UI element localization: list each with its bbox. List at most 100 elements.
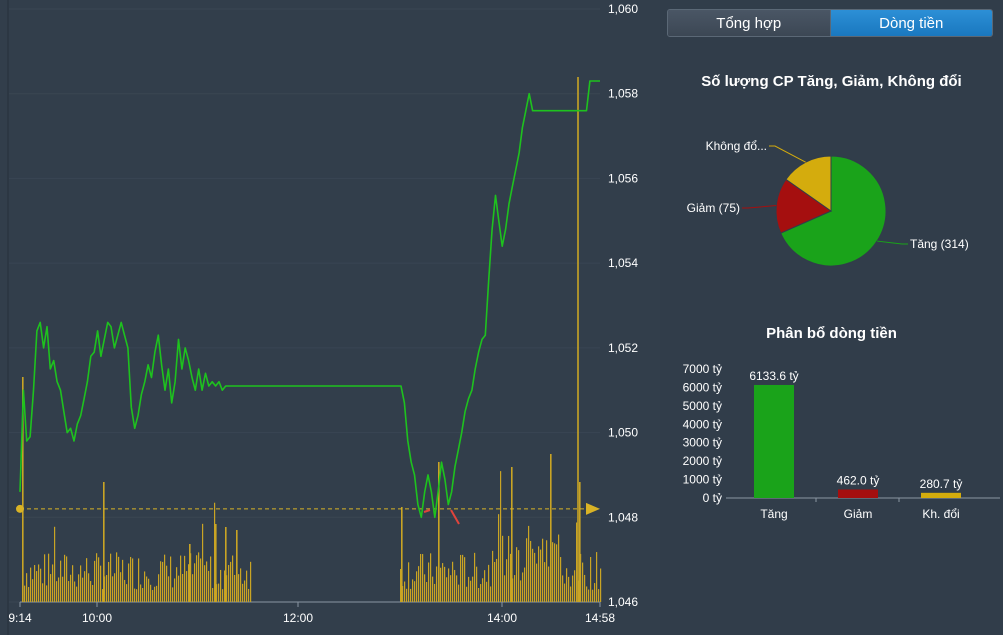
- volume-bar: [596, 552, 598, 602]
- volume-bar: [120, 572, 122, 602]
- volume-bar: [92, 584, 94, 602]
- volume-bar: [124, 579, 126, 602]
- volume-bar: [134, 588, 136, 602]
- volume-bar: [590, 556, 592, 602]
- volume-bar: [544, 562, 546, 602]
- volume-bar: [546, 540, 548, 602]
- volume-bar: [170, 556, 172, 602]
- volume-bar: [492, 550, 494, 602]
- volume-bar: [506, 559, 508, 602]
- index-chart-svg[interactable]: 1,060 1,058 1,056 1,054 1,052 1,050 1,048 1,046…: [0, 0, 660, 635]
- volume-bar: [122, 559, 124, 602]
- volume-bar: [224, 570, 226, 602]
- y-tick-label: 1,046: [608, 595, 638, 609]
- volume-bar: [116, 552, 118, 602]
- volume-bar: [220, 569, 222, 602]
- volume-bar: [204, 565, 206, 602]
- volume-spike: [103, 482, 105, 602]
- volume-bar: [76, 586, 78, 602]
- volume-bar: [110, 553, 112, 602]
- volume-bar: [556, 544, 558, 602]
- volume-bar: [144, 571, 146, 602]
- volume-bar: [248, 588, 250, 602]
- volume-bar: [244, 580, 246, 602]
- volume-bar: [472, 576, 474, 602]
- volume-bar: [80, 565, 82, 602]
- volume-spike: [189, 544, 191, 602]
- volume-bar: [494, 561, 496, 602]
- volume-bar: [444, 566, 446, 602]
- volume-bar: [126, 584, 128, 602]
- volume-bar: [44, 554, 46, 602]
- volume-bar: [72, 565, 74, 602]
- volume-bar: [478, 588, 480, 602]
- tab-tong-hop[interactable]: Tổng hợp: [668, 10, 830, 36]
- bar-y-tick-label: 4000 tỷ: [683, 417, 722, 431]
- pie-chart-svg: Tăng (314) Giảm (75) Không đổ...: [687, 139, 969, 267]
- volume-bar: [228, 565, 230, 602]
- volume-spike: [511, 467, 513, 602]
- volume-bar: [152, 589, 154, 602]
- volume-bar: [532, 548, 534, 602]
- pie-label: Giảm (75): [687, 201, 740, 215]
- volume-spike: [22, 377, 24, 602]
- volume-bar: [522, 572, 524, 602]
- bar: [754, 384, 794, 498]
- volume-bar: [222, 589, 224, 602]
- bar-y-tick-label: 7000 tỷ: [683, 362, 722, 376]
- volume-bar: [508, 535, 510, 602]
- volume-bar: [130, 556, 132, 602]
- volume-bar: [148, 578, 150, 602]
- volume-bar: [490, 586, 492, 602]
- volume-bar: [56, 581, 58, 602]
- bar-value-label: 280.7 tỷ: [920, 477, 963, 491]
- volume-bar: [448, 568, 450, 602]
- volume-bar: [538, 546, 540, 602]
- volume-bar: [504, 575, 506, 602]
- volume-bar: [54, 526, 56, 602]
- volume-spike: [225, 527, 227, 602]
- right-panel: Tổng hợp Dòng tiền Số lượng CP Tăng, Giả…: [660, 0, 1003, 635]
- pie-label: Tăng (314): [910, 237, 969, 251]
- volume-bar: [114, 573, 116, 602]
- volume-bar: [548, 566, 550, 602]
- volume-bar: [450, 575, 452, 602]
- index-line: [19, 80, 600, 519]
- volume-bar: [162, 561, 164, 602]
- volume-bar: [436, 566, 438, 602]
- volume-bar: [540, 549, 542, 602]
- volume-bar: [496, 558, 498, 602]
- volume-bar: [230, 561, 232, 602]
- volume-bar: [208, 570, 210, 602]
- volume-bar: [592, 589, 594, 602]
- volume-bar: [150, 584, 152, 602]
- volume-bar: [94, 560, 96, 602]
- bar-category-label: Tăng: [760, 507, 787, 521]
- bar: [838, 489, 878, 498]
- volume-bar: [536, 563, 538, 602]
- volume-bar: [112, 576, 114, 602]
- volume-bar: [530, 540, 532, 602]
- volume-bar: [560, 557, 562, 602]
- volume-bar: [500, 471, 502, 602]
- volume-bar: [242, 583, 244, 602]
- bar-y-tick-label: 1000 tỷ: [683, 473, 722, 487]
- tab-dong-tien[interactable]: Dòng tiền: [829, 10, 992, 36]
- volume-bar: [518, 550, 520, 602]
- intraday-chart[interactable]: 1,060 1,058 1,056 1,054 1,052 1,050 1,048 1,046…: [0, 0, 660, 635]
- volume-bar: [198, 552, 200, 602]
- pie-title: Số lượng CP Tăng, Giảm, Không đổi: [701, 73, 962, 90]
- volume-bar: [582, 562, 584, 602]
- volume-bar: [400, 568, 402, 602]
- bar-y-tick-label: 6000 tỷ: [683, 380, 722, 394]
- volume-bar: [160, 561, 162, 602]
- volume-spike: [438, 462, 440, 602]
- volume-bar: [412, 579, 414, 602]
- volume-bar: [52, 564, 54, 602]
- volume-bar: [232, 555, 234, 602]
- volume-bar: [510, 553, 512, 602]
- volume-bar: [218, 583, 220, 602]
- volume-bar: [434, 583, 436, 602]
- volume-bar: [498, 514, 500, 602]
- bar-y-tick-label: 3000 tỷ: [683, 436, 722, 450]
